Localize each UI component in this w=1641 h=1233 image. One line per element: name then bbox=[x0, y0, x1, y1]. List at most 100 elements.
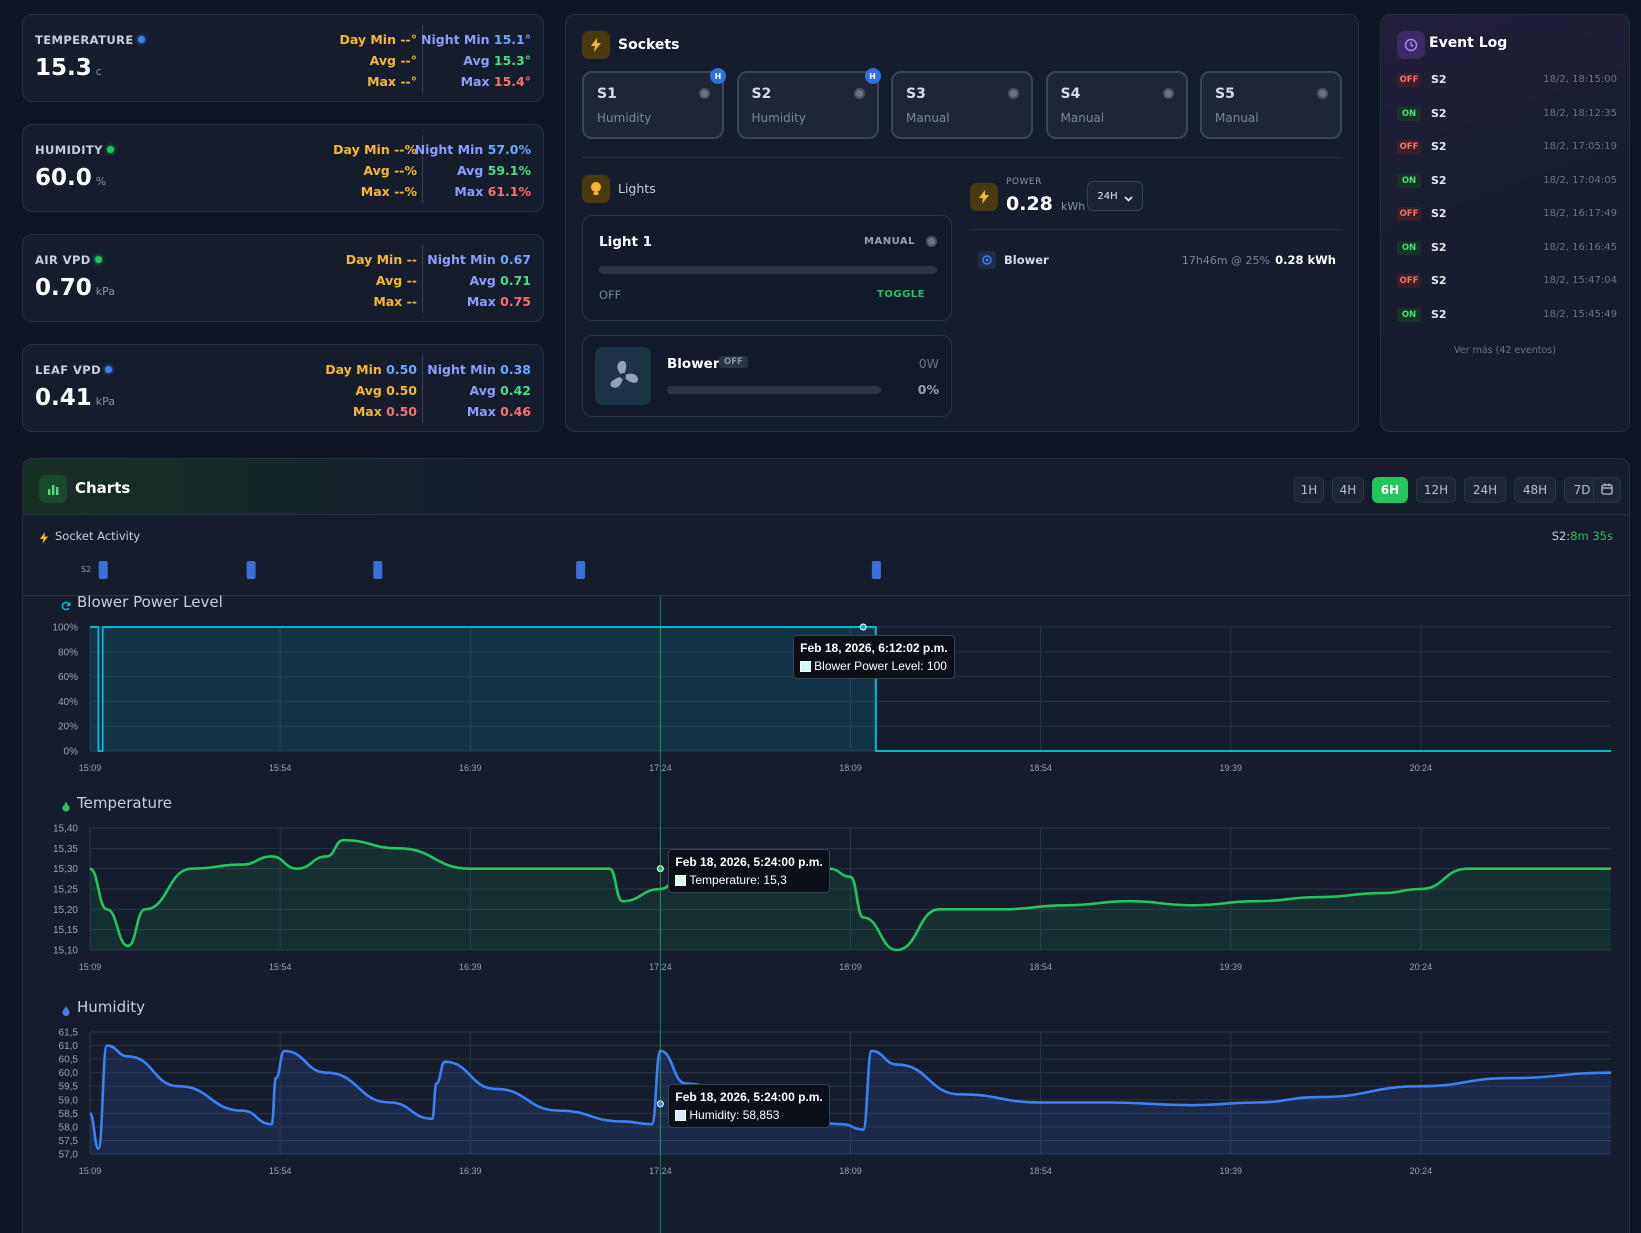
day-max-value: --% bbox=[394, 184, 417, 199]
power-value: 0.28 bbox=[1006, 193, 1053, 215]
socket-s3[interactable]: S3 Manual bbox=[891, 71, 1033, 139]
y-tick-label: 15,20 bbox=[53, 905, 78, 916]
y-tick-label: 60% bbox=[58, 672, 78, 683]
night-min-label: Night Min bbox=[427, 252, 496, 267]
x-tick-label: 16:39 bbox=[459, 1166, 482, 1176]
socket-s5[interactable]: S5 Manual bbox=[1200, 71, 1342, 139]
night-max-value: 15.4° bbox=[493, 74, 531, 89]
tooltip-label: Blower Power Level: 100 bbox=[814, 659, 947, 673]
socket-s2[interactable]: S2 Humidity H bbox=[736, 68, 881, 139]
blower-level-bar bbox=[667, 386, 881, 394]
event-time: 18/2, 17:04:05 bbox=[1543, 174, 1617, 186]
metric-label: LEAF VPD bbox=[35, 363, 113, 377]
event-log-title: Event Log bbox=[1429, 35, 1508, 51]
socket-mode: Humidity bbox=[597, 111, 652, 125]
y-tick-label: 15,40 bbox=[53, 824, 78, 835]
bar-chart-icon bbox=[39, 475, 67, 503]
y-tick-label: 58,0 bbox=[59, 1122, 79, 1133]
x-tick-label: 19:39 bbox=[1219, 1166, 1242, 1176]
series-area bbox=[90, 840, 1611, 950]
metric-value: 15.3 c bbox=[35, 55, 102, 81]
socket-activity-summary: S2:8m 35s bbox=[1552, 529, 1613, 543]
stats-divider bbox=[422, 135, 423, 203]
power-divider bbox=[970, 229, 1342, 230]
power-range-select[interactable]: 24H bbox=[1087, 181, 1143, 211]
charts-plot-area[interactable]: 0%20%40%60%80%100%15:09 15:54 16:39 17:24 18… bbox=[23, 596, 1631, 1233]
event-log-more-link[interactable]: Ver más (42 eventos) bbox=[1454, 345, 1556, 356]
day-min-label: Day Min bbox=[325, 362, 382, 377]
range-button-48h[interactable]: 48H bbox=[1514, 477, 1556, 503]
socket-mode: Humidity bbox=[751, 111, 806, 125]
calendar-button[interactable] bbox=[1593, 477, 1621, 503]
socket-mode: Manual bbox=[906, 111, 950, 125]
blower-watts: 0W bbox=[918, 356, 939, 371]
chart-title: Humidity bbox=[77, 998, 146, 1016]
night-min-value: 15.1° bbox=[493, 32, 531, 47]
metric-label: TEMPERATURE bbox=[35, 33, 145, 47]
bulb-icon bbox=[582, 175, 610, 203]
metric-unit: % bbox=[95, 175, 107, 188]
range-button-6h[interactable]: 6H bbox=[1372, 477, 1408, 503]
x-tick-label: 20:24 bbox=[1410, 962, 1433, 972]
chart-tooltip: Feb 18, 2026, 5:24:00 p.m. Humidity: 58,… bbox=[668, 1083, 830, 1128]
night-max-value: 0.46 bbox=[500, 404, 531, 419]
day-avg-value: 0.50 bbox=[386, 383, 417, 398]
day-avg-value: -- bbox=[406, 273, 417, 288]
series-area bbox=[90, 1045, 1611, 1154]
day-min-label: Day Min bbox=[333, 142, 390, 157]
x-tick-label: 18:09 bbox=[839, 962, 862, 972]
charts-card: Charts 1H 4H 6H 12H 24H 48H 7D Socket Activity… bbox=[22, 458, 1631, 1233]
event-socket: S2 bbox=[1431, 307, 1447, 321]
event-socket: S2 bbox=[1431, 140, 1447, 153]
light-mode: MANUAL bbox=[864, 236, 915, 247]
socket-s4[interactable]: S4 Manual bbox=[1045, 71, 1188, 139]
socket-name: S3 bbox=[906, 86, 926, 102]
socket-name: S4 bbox=[1060, 86, 1081, 102]
day-max-value: --° bbox=[400, 74, 417, 89]
chart-title: Blower Power Level bbox=[77, 593, 223, 611]
bolt-icon bbox=[582, 31, 610, 59]
night-avg-value: 0.71 bbox=[500, 273, 531, 288]
event-socket: S2 bbox=[1431, 73, 1447, 86]
power-kwh: 0.28 kWh bbox=[1275, 253, 1336, 267]
metric-value-number: 0.70 bbox=[35, 275, 92, 301]
event-time: 18/2, 16:17:49 bbox=[1543, 208, 1617, 219]
day-max-label: Max bbox=[352, 404, 382, 419]
event-log-card: Event Log OFF S2 18/2, 18:15:00 ON S2 18… bbox=[1380, 14, 1630, 432]
light-toggle-button[interactable]: TOGGLE bbox=[877, 289, 925, 300]
event-row: OFF S2 18/2, 16:17:49 bbox=[1397, 205, 1617, 223]
socket-s1[interactable]: S1 Humidity H bbox=[582, 68, 726, 139]
event-state-badge: OFF bbox=[1397, 140, 1421, 154]
socket-activity-bar bbox=[576, 561, 586, 579]
stats-divider bbox=[422, 25, 423, 93]
metric-label-text: LEAF VPD bbox=[35, 363, 102, 377]
day-max-label: Max bbox=[360, 184, 390, 199]
charts-title: Charts bbox=[75, 479, 131, 497]
sockets-card: Sockets S1 Humidity H S2 Humidity H S3 M… bbox=[565, 14, 1359, 432]
x-tick-label: 16:39 bbox=[459, 962, 482, 972]
thermometer-icon bbox=[61, 797, 71, 812]
metric-unit: kPa bbox=[95, 285, 115, 298]
range-button-12h[interactable]: 12H bbox=[1416, 477, 1456, 503]
socket-activity-bar bbox=[871, 561, 881, 579]
range-button-24h[interactable]: 24H bbox=[1464, 477, 1506, 503]
event-time: 18/2, 18:15:00 bbox=[1543, 74, 1617, 85]
range-button-4h[interactable]: 4H bbox=[1332, 477, 1364, 503]
x-tick-label: 15:09 bbox=[79, 763, 102, 773]
chevron-down-icon bbox=[1124, 187, 1133, 206]
metric-label: HUMIDITY bbox=[35, 143, 114, 157]
tooltip-label: Temperature: 15,3 bbox=[689, 872, 787, 887]
event-state-badge: OFF bbox=[1397, 274, 1421, 288]
x-tick-label: 15:54 bbox=[269, 1166, 292, 1176]
tooltip-title: Feb 18, 2026, 5:24:00 p.m. bbox=[675, 1089, 823, 1104]
x-tick-label: 18:54 bbox=[1029, 1166, 1052, 1176]
day-max-label: Max bbox=[367, 74, 396, 89]
status-dot-icon bbox=[137, 36, 145, 43]
clock-icon bbox=[1397, 31, 1425, 59]
x-tick-label: 15:09 bbox=[79, 1166, 102, 1176]
light-1-card: Light 1 MANUAL OFF TOGGLE bbox=[582, 215, 952, 321]
y-tick-label: 57,0 bbox=[59, 1150, 79, 1161]
lights-title: Lights bbox=[618, 181, 656, 196]
stats-divider bbox=[422, 355, 423, 423]
range-button-1h[interactable]: 1H bbox=[1294, 477, 1324, 503]
